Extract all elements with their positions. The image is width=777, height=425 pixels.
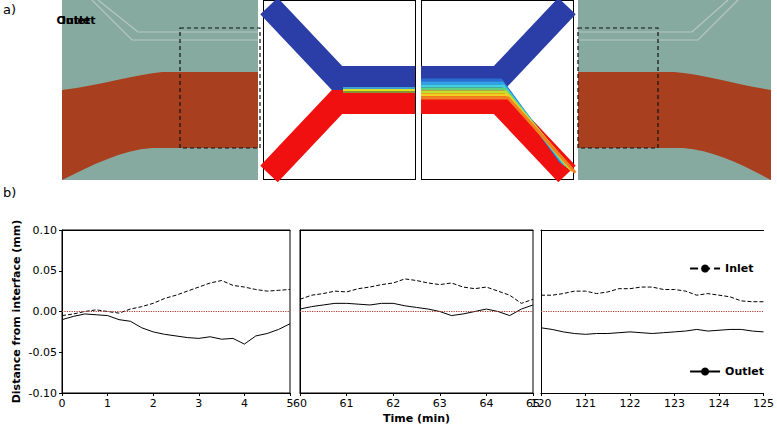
svg-text:61: 61 [340,397,354,410]
svg-text:a): a) [3,2,16,17]
svg-text:123: 123 [664,397,685,410]
svg-text:Time (min): Time (min) [383,412,450,425]
svg-text:4: 4 [241,397,248,410]
svg-text:0.10: 0.10 [33,224,58,237]
svg-text:122: 122 [620,397,641,410]
svg-text:0: 0 [59,397,66,410]
svg-text:0.00: 0.00 [33,305,58,318]
svg-text:124: 124 [709,397,730,410]
svg-text:60: 60 [293,397,307,410]
svg-text:5: 5 [286,397,294,410]
svg-text:63: 63 [433,397,447,410]
svg-text:Outlet: Outlet [57,14,96,27]
svg-text:62: 62 [386,397,400,410]
svg-text:Outlet: Outlet [725,365,764,378]
svg-text:120: 120 [531,397,552,410]
svg-text:0.05: 0.05 [33,264,58,277]
svg-text:125: 125 [753,397,774,410]
svg-text:2: 2 [150,397,157,410]
svg-text:3: 3 [195,397,202,410]
svg-text:Distance from interface (mm): Distance from interface (mm) [10,220,23,404]
svg-text:-0.05: -0.05 [29,346,57,359]
svg-text:Inlet: Inlet [725,262,753,275]
svg-text:121: 121 [575,397,596,410]
svg-text:1: 1 [104,397,111,410]
svg-text:b): b) [3,185,16,200]
svg-text:64: 64 [479,397,493,410]
svg-text:-0.10: -0.10 [29,387,57,400]
